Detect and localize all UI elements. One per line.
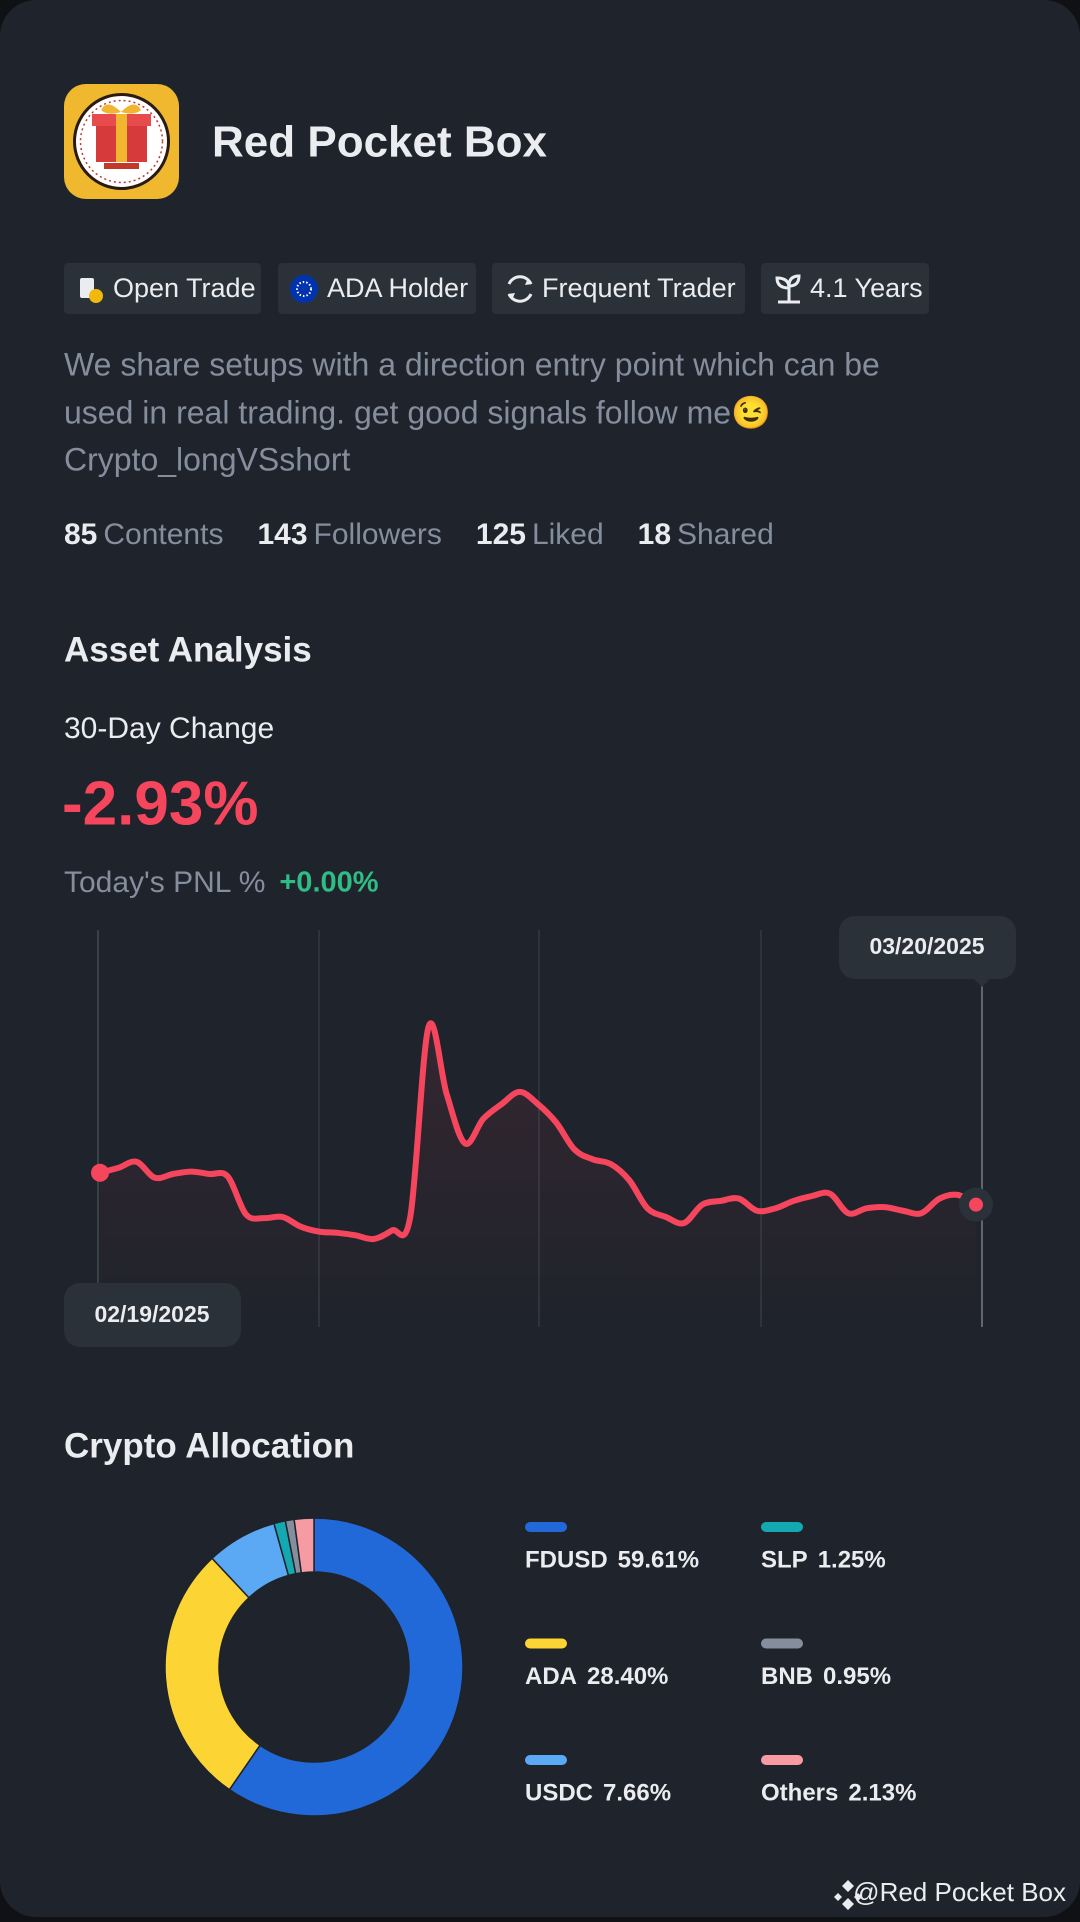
badge[interactable]: ADA Holder: [278, 263, 476, 314]
legend-name: FDUSD: [525, 1546, 608, 1573]
badge[interactable]: 4.1 Years: [761, 263, 929, 314]
badge[interactable]: Open Trade: [64, 263, 261, 314]
donut-slice: [228, 1517, 464, 1817]
legend-name: SLP: [761, 1546, 808, 1573]
profile-name: Red Pocket Box: [212, 118, 548, 167]
start-date: 02/19/2025: [94, 1301, 209, 1327]
change-value: -2.93%: [62, 769, 258, 838]
badge-text: Open Trade: [113, 273, 256, 303]
legend-value: 0.95%: [823, 1663, 891, 1690]
legend-swatch: [525, 1755, 567, 1765]
legend-swatch: [525, 1522, 567, 1532]
start-dot: [91, 1163, 109, 1182]
donut-slice: [293, 1517, 315, 1574]
legend-value: 59.61%: [618, 1546, 699, 1573]
end-date: 03/20/2025: [869, 933, 984, 959]
legend-swatch: [761, 1755, 803, 1765]
stat-value: 85: [64, 518, 97, 551]
legend-swatch: [525, 1638, 567, 1649]
legend-name: BNB: [761, 1663, 813, 1690]
legend-name: ADA: [525, 1663, 577, 1690]
stat-value: 143: [257, 518, 307, 551]
legend-value: 7.66%: [603, 1779, 671, 1806]
change-label: 30-Day Change: [64, 712, 274, 745]
donut-chart: [164, 1517, 464, 1817]
legend-swatch: [761, 1638, 803, 1649]
pnl-label: Today's PNL %: [64, 866, 265, 899]
tooltip: 02/19/2025: [64, 1283, 241, 1347]
pnl-value: +0.00%: [279, 867, 378, 899]
legend: FDUSD 59.61% ADA 28.40% USDC 7.66% SLP 1.25% BNB…: [525, 1522, 916, 1806]
bio-line: We share setups with a direction entry p…: [64, 346, 880, 382]
line: [97, 1020, 979, 1243]
legend-name: USDC: [525, 1779, 593, 1806]
badge-text: Frequent Trader: [542, 273, 736, 303]
line-chart: [91, 1020, 993, 1327]
legend-value: 1.25%: [818, 1546, 886, 1573]
legend-name: Others: [761, 1779, 838, 1806]
donut-slice: [164, 1557, 262, 1791]
stat-value: 18: [638, 518, 671, 551]
stat-value: 125: [476, 518, 526, 551]
end-dot: [969, 1197, 983, 1212]
legend-value: 2.13%: [848, 1779, 916, 1806]
legend-value: 28.40%: [587, 1663, 668, 1690]
bio-line: used in real trading. get good signals f…: [64, 394, 771, 430]
stat-label: Liked: [532, 518, 604, 551]
section-title: Crypto Allocation: [64, 1426, 354, 1465]
stat-label: Followers: [314, 518, 442, 551]
section-title: Asset Analysis: [64, 630, 312, 669]
tooltip: 03/20/2025: [839, 916, 1016, 987]
bio-line: Crypto_longVSshort: [64, 441, 350, 477]
badge-text: ADA Holder: [327, 273, 468, 303]
watermark-text: @Red Pocket Box: [853, 1877, 1066, 1907]
badge-text: 4.1 Years: [810, 273, 923, 303]
legend-swatch: [761, 1522, 803, 1532]
line-area: [100, 1023, 976, 1327]
badge[interactable]: Frequent Trader: [492, 263, 745, 314]
watermark: @Red Pocket Box: [834, 1877, 1066, 1910]
stat-label: Shared: [677, 518, 774, 551]
stat-label: Contents: [103, 518, 223, 551]
avatar[interactable]: [64, 84, 179, 199]
